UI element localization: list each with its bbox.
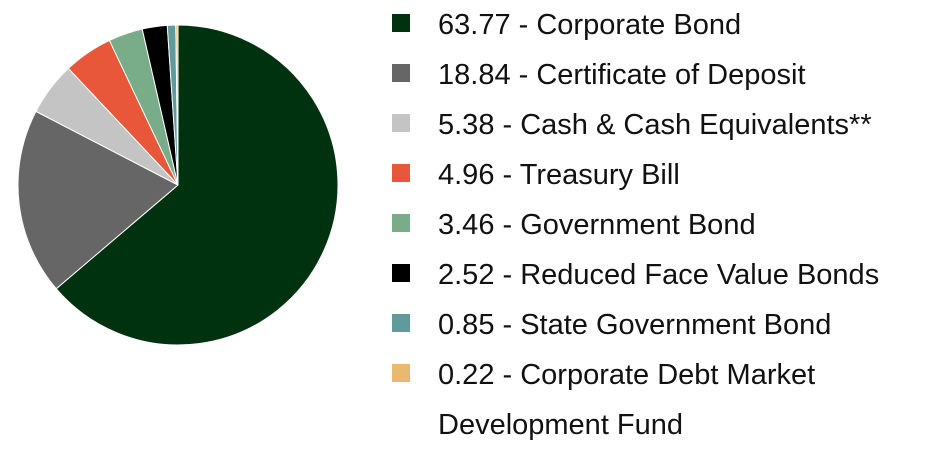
legend-swatch	[392, 314, 410, 332]
legend-swatch	[392, 164, 410, 182]
legend-label: 2.52 - Reduced Face Value Bonds	[438, 259, 880, 291]
pie-slice	[175, 24, 179, 186]
legend-label: 5.38 - Cash & Cash Equivalents**	[438, 109, 872, 141]
pie-slice	[55, 24, 339, 346]
legend-label: 3.46 - Government Bond	[438, 209, 756, 241]
legend-swatch	[392, 14, 410, 32]
legend-label: 63.77 - Corporate Bond	[438, 9, 742, 41]
legend-swatch	[392, 214, 410, 232]
legend-label: 4.96 - Treasury Bill	[438, 159, 680, 191]
legend-swatch	[392, 364, 410, 382]
legend-item: 3.46 - Government Bond	[390, 200, 938, 250]
legend-label: 18.84 - Certificate of Deposit	[438, 59, 806, 91]
legend-label: 0.22 - Corporate Debt Market Development…	[438, 359, 816, 441]
legend-item: 63.77 - Corporate Bond	[390, 0, 938, 50]
legend-item: 0.85 - State Government Bond	[390, 300, 938, 350]
legend: 63.77 - Corporate Bond 18.84 - Certificat…	[390, 0, 940, 450]
pie-slice	[17, 110, 179, 290]
legend-item: 4.96 - Treasury Bill	[390, 150, 938, 200]
legend-swatch	[392, 64, 410, 82]
legend-swatch	[392, 114, 410, 132]
legend-label: 0.85 - State Government Bond	[438, 309, 832, 341]
legend-item: 2.52 - Reduced Face Value Bonds	[390, 250, 938, 300]
legend-item: 18.84 - Certificate of Deposit	[390, 50, 938, 100]
legend-swatch	[392, 264, 410, 282]
legend-item: 0.22 - Corporate Debt Market Development…	[390, 350, 938, 450]
legend-item: 5.38 - Cash & Cash Equivalents**	[390, 100, 938, 150]
pie-chart	[17, 24, 339, 346]
